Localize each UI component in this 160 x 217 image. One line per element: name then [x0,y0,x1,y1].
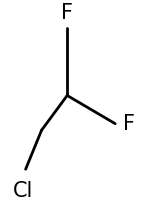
Text: F: F [123,114,135,134]
Text: Cl: Cl [13,181,33,201]
Text: F: F [61,3,73,23]
